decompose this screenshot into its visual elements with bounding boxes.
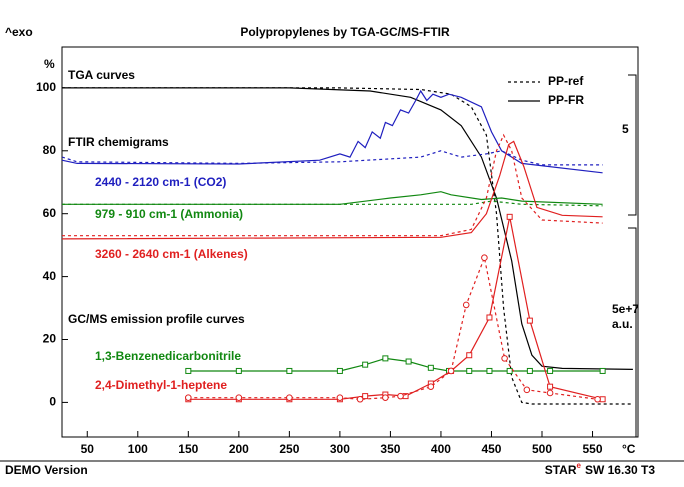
footer-left: DEMO Version bbox=[5, 463, 88, 477]
marker bbox=[481, 254, 488, 262]
series-line bbox=[62, 191, 603, 205]
series-line bbox=[62, 87, 633, 370]
marker bbox=[336, 394, 344, 401]
marker bbox=[506, 367, 513, 374]
marker bbox=[382, 394, 389, 401]
chart-title: Polypropylenes by TGA-GC/MS-FTIR bbox=[240, 25, 450, 39]
scale-label: 5e+7 bbox=[612, 302, 639, 316]
marker bbox=[447, 367, 455, 375]
marker bbox=[286, 394, 293, 401]
series-line bbox=[188, 255, 598, 400]
x-unit: °C bbox=[622, 442, 636, 456]
legend-label: PP-FR bbox=[548, 93, 584, 107]
corner-label: ^exo bbox=[5, 25, 33, 39]
annotation: 979 - 910 cm-1 (Ammonia) bbox=[95, 207, 243, 221]
marker bbox=[599, 396, 606, 403]
marker bbox=[235, 394, 243, 401]
marker bbox=[185, 367, 192, 374]
y-tick-label: 20 bbox=[43, 332, 57, 346]
y-unit: % bbox=[44, 57, 55, 71]
scale-bar bbox=[628, 74, 637, 437]
y-tick-label: 80 bbox=[43, 143, 57, 157]
series-line bbox=[188, 216, 603, 400]
marker bbox=[397, 392, 404, 400]
marker bbox=[405, 358, 412, 365]
marker bbox=[501, 355, 508, 362]
heading: FTIR chemigrams bbox=[68, 135, 169, 149]
marker bbox=[466, 367, 473, 374]
x-tick-label: 300 bbox=[330, 442, 350, 456]
marker bbox=[547, 367, 554, 374]
marker bbox=[594, 395, 601, 403]
x-tick-label: 250 bbox=[279, 442, 299, 456]
series-line bbox=[61, 140, 603, 240]
footer-brand-sup: e bbox=[577, 461, 582, 470]
x-tick-label: 500 bbox=[532, 442, 552, 456]
marker bbox=[427, 383, 435, 390]
footer-right: STARe SW 16.30 T3 bbox=[545, 461, 656, 477]
x-tick-label: 350 bbox=[380, 442, 400, 456]
footer-brand: STAR bbox=[545, 463, 577, 477]
legend-label: PP-ref bbox=[548, 74, 584, 88]
x-tick-label: 50 bbox=[81, 442, 95, 456]
marker bbox=[286, 367, 293, 374]
marker bbox=[486, 367, 493, 374]
series-line bbox=[61, 150, 603, 166]
marker bbox=[336, 367, 343, 374]
annotation: 2440 - 2120 cm-1 (CO2) bbox=[95, 175, 226, 189]
marker bbox=[526, 317, 533, 324]
marker bbox=[185, 394, 192, 401]
annotation: 3260 - 2640 cm-1 (Alkenes) bbox=[95, 247, 248, 261]
marker bbox=[466, 352, 473, 359]
y-tick-label: 40 bbox=[43, 269, 57, 283]
marker bbox=[526, 367, 533, 374]
scale-label: a.u. bbox=[612, 317, 633, 331]
heading: GC/MS emission profile curves bbox=[68, 312, 245, 326]
heading: TGA curves bbox=[68, 68, 135, 82]
marker bbox=[362, 361, 369, 368]
marker bbox=[547, 383, 554, 390]
scale-label: 5 bbox=[622, 122, 629, 136]
marker bbox=[546, 389, 554, 397]
annotation: 1,3-Benzenedicarbonitrile bbox=[95, 349, 241, 363]
x-tick-label: 200 bbox=[229, 442, 249, 456]
marker bbox=[235, 367, 242, 374]
marker bbox=[382, 355, 389, 362]
x-tick-label: 150 bbox=[178, 442, 198, 456]
marker bbox=[523, 386, 531, 394]
annotation: 2,4-Dimethyl-1-heptene bbox=[95, 378, 227, 392]
marker bbox=[462, 301, 470, 309]
plot-frame bbox=[61, 46, 639, 438]
marker bbox=[427, 364, 434, 371]
x-tick-label: 550 bbox=[583, 442, 603, 456]
x-tick-label: 450 bbox=[481, 442, 501, 456]
y-tick-label: 100 bbox=[36, 80, 56, 94]
series-line bbox=[62, 200, 603, 207]
marker bbox=[356, 395, 364, 403]
y-tick-label: 60 bbox=[43, 206, 57, 220]
marker bbox=[486, 314, 493, 321]
x-tick-label: 100 bbox=[128, 442, 148, 456]
marker bbox=[599, 367, 606, 374]
marker bbox=[362, 393, 369, 400]
footer-version: SW 16.30 T3 bbox=[585, 463, 655, 477]
series-line bbox=[61, 89, 603, 174]
y-tick-label: 0 bbox=[49, 395, 56, 409]
marker bbox=[506, 213, 513, 220]
x-tick-label: 400 bbox=[431, 442, 451, 456]
